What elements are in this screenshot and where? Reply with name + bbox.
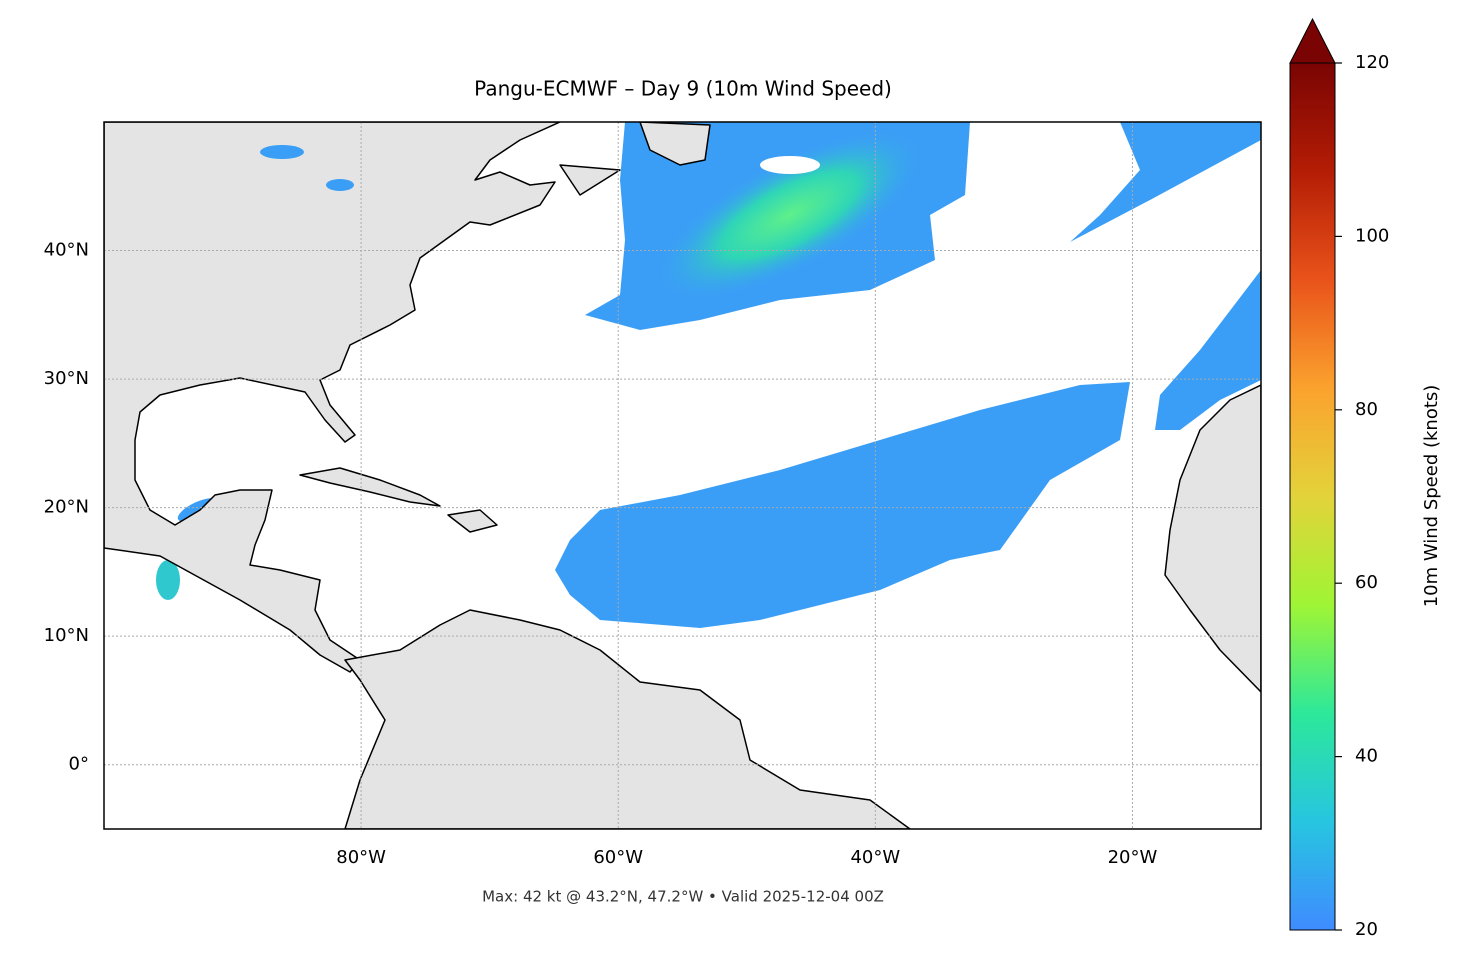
y-tick-label: 20°N bbox=[44, 497, 89, 518]
x-tick-label: 40°W bbox=[850, 847, 900, 868]
africa bbox=[1164, 384, 1261, 693]
nova-scotia bbox=[559, 164, 621, 196]
wind-region bbox=[1155, 270, 1261, 430]
cuba bbox=[299, 467, 441, 507]
wind-gap bbox=[760, 156, 820, 174]
x-tick-label: 80°W bbox=[336, 847, 386, 868]
colorbar-tick-label: 100 bbox=[1355, 225, 1389, 246]
south-america bbox=[344, 609, 911, 829]
wind-region bbox=[1070, 122, 1261, 242]
x-tick-label: 60°W bbox=[593, 847, 643, 868]
colorbar-tick-label: 20 bbox=[1355, 919, 1378, 940]
wind-region bbox=[156, 560, 180, 600]
colorbar: 20 40 60 80 100 120 bbox=[1289, 17, 1389, 940]
graticule bbox=[104, 122, 1261, 829]
y-tick-label: 0° bbox=[69, 754, 89, 775]
wind-region bbox=[260, 145, 304, 159]
footer-note: Max: 42 kt @ 43.2°N, 47.2°W • Valid 2025… bbox=[482, 888, 884, 906]
colorbar-scale bbox=[1289, 62, 1336, 931]
north-america bbox=[104, 122, 561, 673]
colorbar-tick-label: 120 bbox=[1355, 52, 1389, 73]
y-tick-label: 30°N bbox=[44, 368, 89, 389]
map-area bbox=[104, 122, 1261, 829]
map-frame bbox=[103, 121, 1262, 830]
wind-region bbox=[555, 382, 1130, 628]
hispaniola bbox=[447, 509, 498, 533]
colorbar-tick-label: 80 bbox=[1355, 399, 1378, 420]
wind-maximum bbox=[655, 129, 925, 301]
y-tick-label: 10°N bbox=[44, 625, 89, 646]
colorbar-tick-label: 40 bbox=[1355, 746, 1378, 767]
x-tick-label: 20°W bbox=[1108, 847, 1158, 868]
chart-title: Pangu-ECMWF – Day 9 (10m Wind Speed) bbox=[474, 77, 892, 101]
colorbar-extension bbox=[1289, 17, 1336, 64]
colorbar-label: 10m Wind Speed (knots) bbox=[1421, 385, 1442, 608]
newfoundland bbox=[639, 122, 711, 166]
wind-region bbox=[326, 179, 354, 191]
y-tick-label: 40°N bbox=[44, 240, 89, 261]
colorbar-tick-label: 60 bbox=[1355, 572, 1378, 593]
